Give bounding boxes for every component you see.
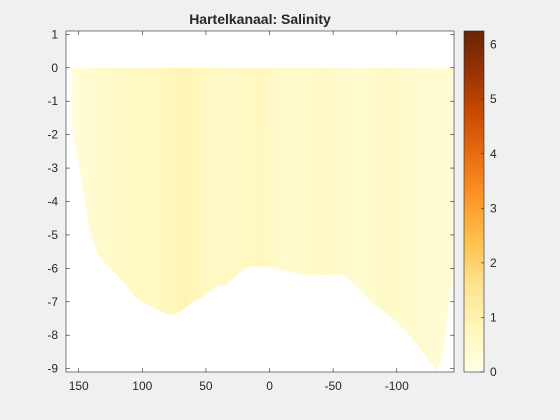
y-tick-label: 0 xyxy=(51,61,58,75)
colorbar-tick-label: 2 xyxy=(490,256,497,270)
data-layer xyxy=(72,67,454,372)
x-tick-label: -100 xyxy=(385,379,409,393)
x-tick-label: 50 xyxy=(199,379,213,393)
y-tick-label: -3 xyxy=(47,161,58,175)
y-tick-label: -7 xyxy=(47,295,58,309)
y-tick-label: 1 xyxy=(51,27,58,41)
colorbar-tick-label: 5 xyxy=(490,92,497,106)
colorbar-tick-label: 0 xyxy=(490,365,497,379)
salinity-field xyxy=(72,67,454,372)
colorbar-bar xyxy=(463,30,485,373)
colorbar-tick-label: 4 xyxy=(490,147,497,161)
x-tick-label: -50 xyxy=(324,379,342,393)
y-tick-label: -5 xyxy=(47,228,58,242)
y-tick-label: -4 xyxy=(47,195,58,209)
x-tick-label: 100 xyxy=(132,379,152,393)
colorbar-tick-label: 6 xyxy=(490,38,497,52)
colorbar-tick-label: 3 xyxy=(490,201,497,215)
colorbar-tick-label: 1 xyxy=(490,310,497,324)
y-tick-label: -6 xyxy=(47,261,58,275)
y-tick-label: -2 xyxy=(47,128,58,142)
y-tick-label: -9 xyxy=(47,362,58,376)
y-tick-label: -8 xyxy=(47,328,58,342)
colorbar-axis: 0 1 2 3 4 5 6 xyxy=(481,38,497,379)
x-tick-label: 150 xyxy=(69,379,89,393)
chart-title: Hartelkanaal: Salinity xyxy=(189,11,331,27)
y-tick-label: -1 xyxy=(47,94,58,108)
y-axis: 1 0 -1 -2 -3 -4 -5 -6 -7 -8 -9 xyxy=(47,27,454,376)
x-tick-label: 0 xyxy=(266,379,273,393)
x-axis: 150 100 50 0 -50 -100 xyxy=(69,31,409,393)
